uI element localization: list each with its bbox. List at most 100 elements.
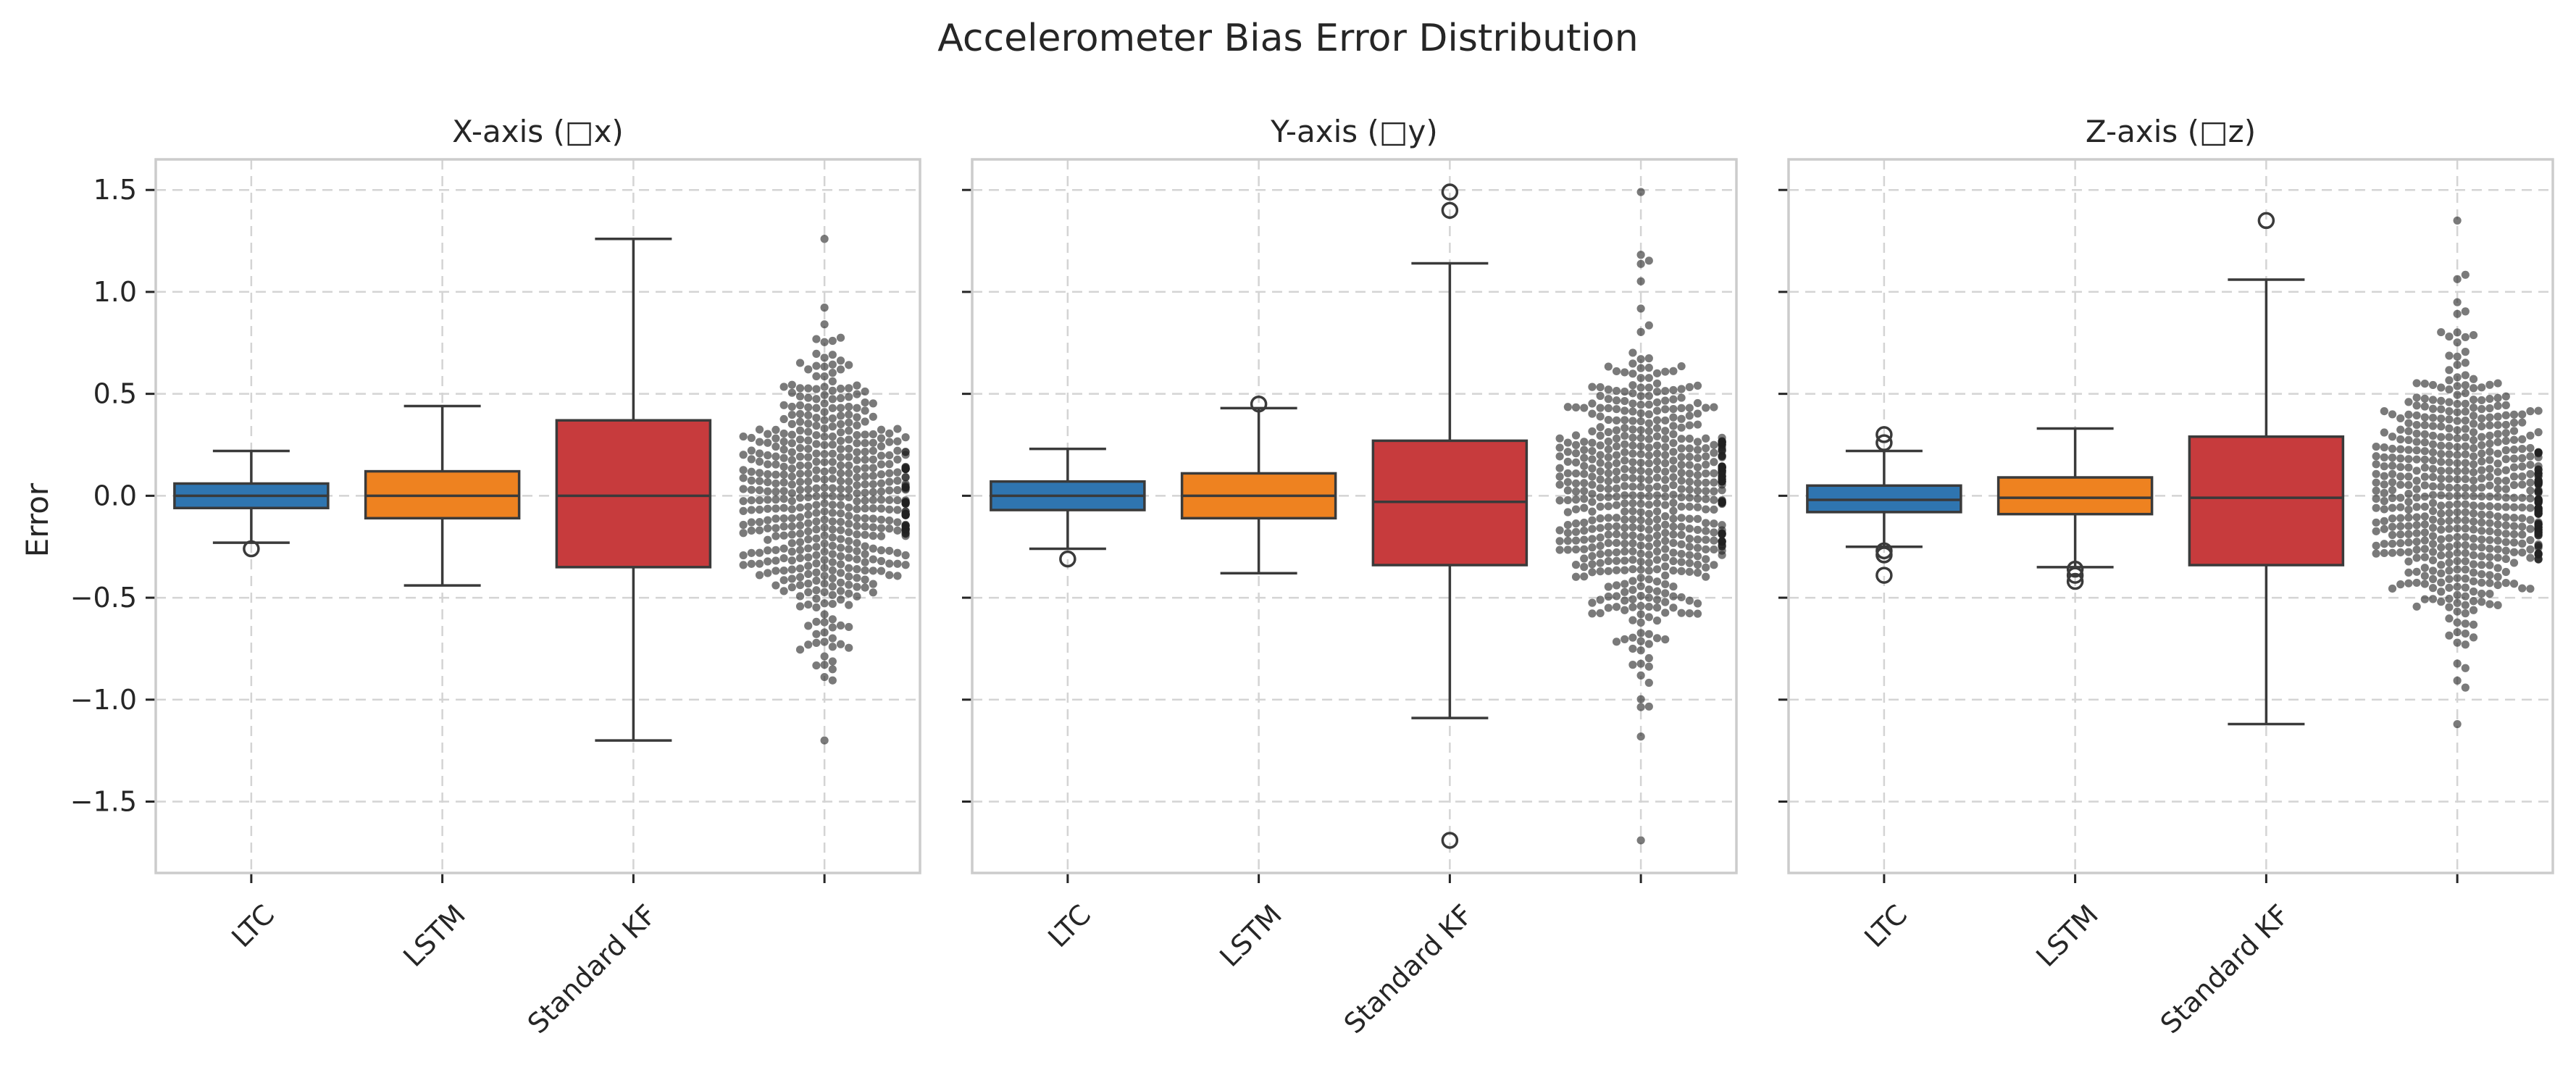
swarm-point [1621, 635, 1629, 644]
swarm-point [1661, 562, 1670, 571]
swarm-point [836, 428, 845, 437]
swarm-point [1693, 446, 1702, 454]
swarm-point [747, 476, 756, 485]
swarm-point [1652, 424, 1662, 432]
swarm-point [1596, 383, 1605, 392]
swarm-point [2485, 571, 2494, 580]
swarm-point [1677, 540, 1686, 548]
swarm-point [2493, 553, 2502, 562]
swarm-point [2428, 498, 2438, 507]
swarm-point [1580, 545, 1589, 553]
swarm-point [1604, 395, 1613, 404]
swarm-point [1652, 465, 1662, 474]
swarm-point [1628, 425, 1637, 434]
swarm-point [1661, 484, 1670, 493]
swarm-point [2412, 503, 2421, 511]
swarm-point [1636, 591, 1645, 601]
swarm-point [1612, 501, 1621, 509]
swarm-point [1636, 524, 1645, 532]
swarm-point [2518, 514, 2527, 522]
swarm-point [2501, 493, 2510, 502]
swarm-point [2396, 480, 2405, 489]
swarm-point [1685, 502, 1694, 511]
swarm-point [877, 434, 886, 443]
swarm-point [2461, 640, 2470, 649]
swarm-point [1685, 551, 1694, 559]
swarm-point [1644, 559, 1653, 567]
swarm-point [1677, 393, 1686, 402]
swarm-point [787, 530, 796, 539]
swarm-point [2437, 482, 2446, 491]
swarm-point [764, 477, 772, 487]
swarm-point [820, 475, 829, 484]
swarm-point [861, 496, 869, 505]
swarm-point [2493, 493, 2502, 501]
swarm-point [2485, 421, 2494, 430]
swarm-point [836, 445, 845, 454]
outlier-point [1441, 832, 1459, 849]
swarm-point [747, 548, 756, 557]
swarm-point [2509, 435, 2519, 444]
swarm-point [804, 588, 813, 597]
swarm-point [2388, 514, 2397, 523]
swarm-point [820, 539, 829, 548]
swarm-point [787, 556, 796, 565]
swarm-point [2412, 411, 2421, 420]
swarm-point [2469, 525, 2478, 534]
swarm-point [804, 544, 813, 553]
swarm-point [2501, 530, 2510, 538]
swarm-point [828, 665, 837, 674]
swarm-point [1588, 464, 1597, 473]
swarm-point [2428, 422, 2438, 430]
swarm-point [2469, 375, 2478, 383]
swarm-point [836, 436, 845, 446]
swarm-point [1685, 477, 1694, 486]
swarm-point [2437, 414, 2446, 423]
swarm-point [1652, 565, 1662, 574]
swarm-point [820, 652, 829, 661]
swarm-point [795, 592, 805, 601]
swarm-point [2493, 412, 2502, 421]
swarm-point [2453, 500, 2462, 509]
swarm-point [1710, 545, 1718, 554]
swarm-point [1612, 566, 1621, 574]
swarm-point [2420, 413, 2429, 422]
outlier-point [1059, 550, 1076, 568]
swarm-point [812, 661, 821, 670]
swarm-point [2518, 548, 2527, 557]
swarm-point [1693, 486, 1702, 496]
swarm-point [787, 522, 796, 531]
swarm-point [1636, 459, 1645, 467]
swarm-point [1669, 530, 1678, 539]
swarm-point [2518, 435, 2527, 444]
swarm-point [2412, 438, 2421, 446]
swarm-point [1652, 531, 1662, 540]
swarm-point [2404, 419, 2413, 427]
swarm-point [1621, 473, 1629, 482]
swarm-point [1596, 441, 1605, 450]
swarm-point [1628, 539, 1637, 548]
swarm-point [877, 532, 886, 540]
swarm-point [1669, 592, 1678, 601]
swarm-point [2518, 503, 2527, 512]
swarm-point [2404, 455, 2413, 464]
swarm-point [869, 567, 877, 575]
swarm-point [877, 487, 886, 496]
swarm-point [1636, 508, 1645, 517]
swarm-point [2501, 436, 2510, 446]
swarm-point [2445, 558, 2454, 567]
swarm-point [820, 399, 829, 408]
swarm-point [1588, 383, 1597, 391]
swarm-point [1669, 448, 1678, 456]
swarm-point [1596, 567, 1605, 576]
swarm-point [869, 544, 877, 553]
swarm-point [2534, 406, 2543, 415]
swarm-point [2453, 328, 2462, 337]
swarm-point [2469, 568, 2478, 577]
swarm-point [861, 455, 869, 464]
swarm-point [1563, 438, 1572, 447]
swarm-point [812, 509, 821, 517]
swarm-point [764, 504, 772, 513]
swarm-point [771, 460, 780, 469]
swarm-point [901, 433, 910, 442]
